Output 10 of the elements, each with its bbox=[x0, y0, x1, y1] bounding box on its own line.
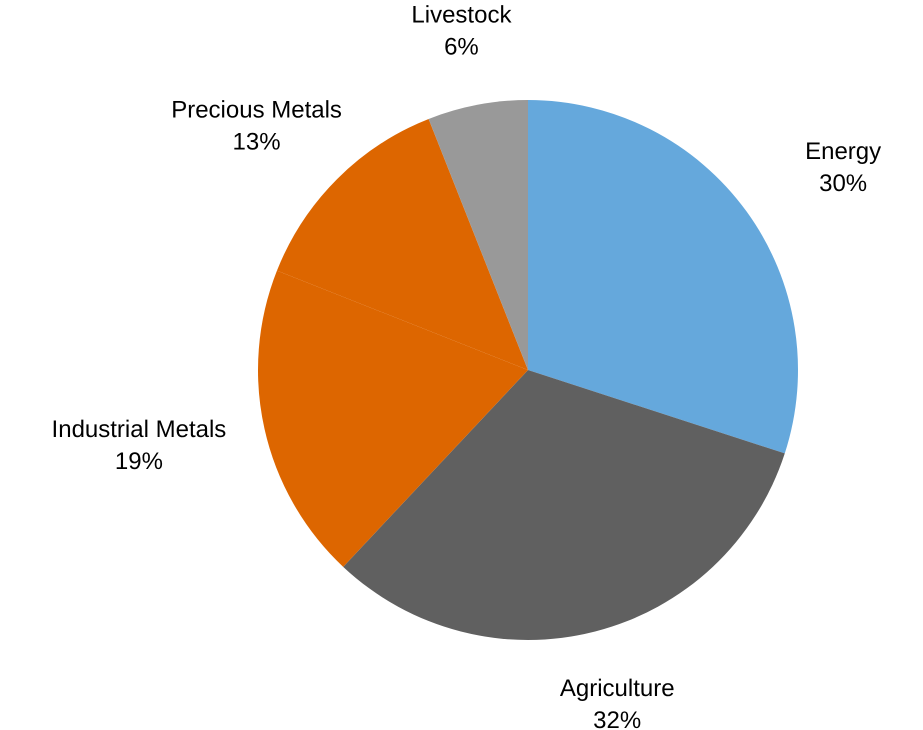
data-label: 6% bbox=[444, 34, 479, 61]
data-label: 30% bbox=[819, 170, 868, 197]
slice-label: Livestock bbox=[411, 2, 512, 29]
data-label: 19% bbox=[114, 448, 163, 475]
slice-label: Precious Metals bbox=[171, 96, 342, 124]
slice-label: Industrial Metals bbox=[52, 416, 226, 443]
data-label: 13% bbox=[232, 128, 281, 156]
data-label: 32% bbox=[593, 706, 642, 730]
slice-label: Agriculture bbox=[560, 674, 675, 702]
slice-label: Energy bbox=[805, 138, 882, 165]
